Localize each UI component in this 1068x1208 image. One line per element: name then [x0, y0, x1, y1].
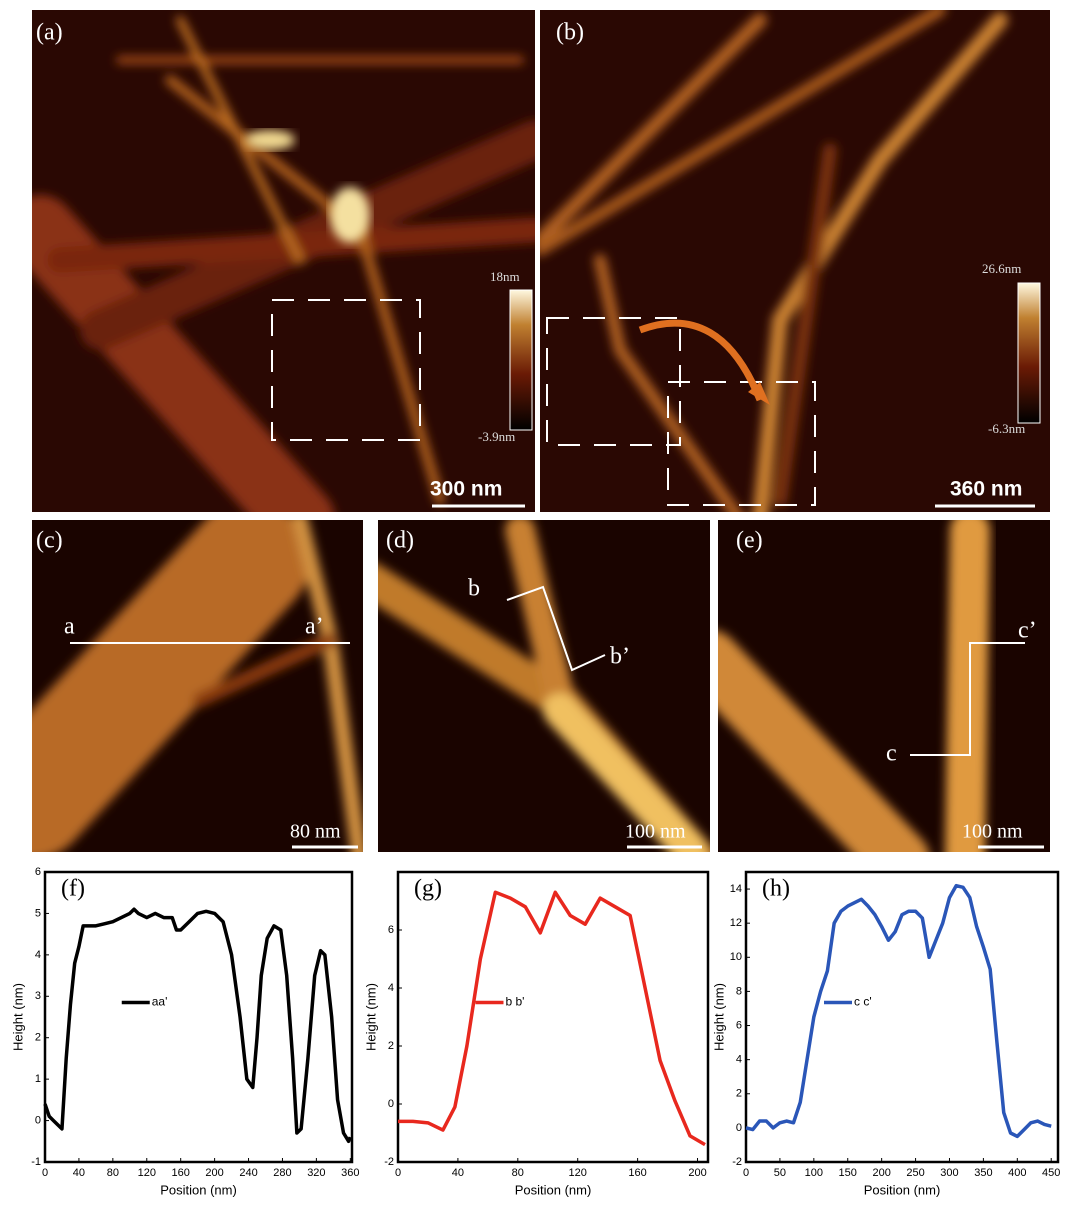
y-tick-label: 6 [736, 1019, 742, 1031]
x-tick-label: 160 [628, 1167, 646, 1179]
scale-bar-label: 300 nm [430, 478, 502, 501]
scale-bar-label: 360 nm [950, 478, 1022, 501]
y-tick-label: 0 [388, 1098, 394, 1110]
x-tick-label: 120 [569, 1167, 587, 1179]
x-tick-label: 40 [73, 1167, 85, 1179]
y-axis-label: Height (nm) [363, 983, 378, 1051]
y-tick-label: 6 [35, 866, 41, 878]
afm-image-a [32, 10, 535, 520]
plot-frame [45, 872, 352, 1162]
x-tick-label: 360 [341, 1167, 359, 1179]
colorbar-max: 18nm [490, 269, 520, 284]
x-tick-label: 240 [239, 1167, 257, 1179]
x-tick-label: 160 [172, 1167, 190, 1179]
line-label: a [64, 614, 75, 640]
legend-label: b b' [506, 995, 525, 1009]
colorbar-max: 26.6nm [982, 261, 1021, 276]
scale-bar-label: 100 nm [625, 821, 686, 843]
x-tick-label: 320 [307, 1167, 325, 1179]
chart-title: (h) [762, 876, 790, 902]
y-tick-label: 8 [736, 985, 742, 997]
data-line [45, 909, 350, 1141]
y-tick-label: 4 [736, 1054, 742, 1066]
x-tick-label: 200 [205, 1167, 223, 1179]
y-tick-label: 0 [736, 1122, 742, 1134]
afm-image-b [540, 10, 1050, 520]
x-tick-label: 350 [974, 1167, 992, 1179]
afm-image-e [710, 520, 1050, 860]
x-axis-label: Position (nm) [160, 1182, 237, 1197]
y-tick-label: -2 [732, 1156, 742, 1168]
chart-title: (f) [61, 876, 85, 902]
x-tick-label: 400 [1008, 1167, 1026, 1179]
line-label: a’ [305, 614, 324, 640]
y-tick-label: -1 [31, 1156, 41, 1168]
data-line [398, 892, 705, 1144]
panel-label: (b) [556, 20, 584, 46]
y-tick-label: -2 [384, 1156, 394, 1168]
y-tick-label: 2 [388, 1040, 394, 1052]
x-tick-label: 250 [906, 1167, 924, 1179]
panel-label: (e) [736, 528, 763, 554]
legend-label: aa' [152, 995, 168, 1009]
x-tick-label: 100 [805, 1167, 823, 1179]
y-tick-label: 4 [35, 949, 41, 961]
y-tick-label: 12 [730, 917, 742, 929]
legend-label: c c' [854, 995, 872, 1009]
x-tick-label: 280 [273, 1167, 291, 1179]
y-tick-label: 14 [730, 883, 742, 895]
data-line [746, 886, 1051, 1137]
x-tick-label: 0 [42, 1167, 48, 1179]
line-label: b’ [610, 644, 630, 670]
scale-bar-label: 100 nm [962, 821, 1023, 843]
y-tick-label: 1 [35, 1073, 41, 1085]
y-tick-label: 6 [388, 924, 394, 936]
x-tick-label: 120 [138, 1167, 156, 1179]
afm-image-d [370, 520, 710, 860]
scale-bar-label: 80 nm [290, 821, 341, 843]
chart-title: (g) [414, 876, 442, 902]
colorbar-min: -6.3nm [988, 421, 1025, 436]
colorbar [1018, 283, 1040, 423]
colorbar [510, 290, 532, 430]
x-axis-label: Position (nm) [864, 1182, 941, 1197]
panel-label: (c) [36, 528, 63, 554]
x-tick-label: 450 [1042, 1167, 1060, 1179]
y-tick-label: 0 [35, 1114, 41, 1126]
x-tick-label: 150 [839, 1167, 857, 1179]
afm-image-c [30, 520, 363, 860]
x-tick-label: 0 [395, 1167, 401, 1179]
plot-frame [398, 872, 708, 1162]
colorbar-min: -3.9nm [478, 429, 515, 444]
y-axis-label: Height (nm) [711, 983, 726, 1051]
panel-label: (a) [36, 20, 63, 46]
x-tick-label: 80 [512, 1167, 524, 1179]
x-tick-label: 50 [774, 1167, 786, 1179]
line-label: c’ [1018, 618, 1037, 644]
y-tick-label: 3 [35, 990, 41, 1002]
y-tick-label: 2 [736, 1088, 742, 1100]
y-tick-label: 2 [35, 1032, 41, 1044]
x-axis-label: Position (nm) [515, 1182, 592, 1197]
x-tick-label: 0 [743, 1167, 749, 1179]
line-label: b [468, 576, 480, 602]
line-label: c [886, 741, 897, 767]
x-tick-label: 80 [107, 1167, 119, 1179]
y-tick-label: 5 [35, 907, 41, 919]
x-tick-label: 300 [940, 1167, 958, 1179]
x-tick-label: 200 [688, 1167, 706, 1179]
y-axis-label: Height (nm) [10, 983, 25, 1051]
y-tick-label: 4 [388, 982, 394, 994]
figure: 18nm -3.9nm 26.6nm -6.3nm (a) (b) (c) (d… [0, 0, 1068, 1203]
x-tick-label: 200 [872, 1167, 890, 1179]
x-tick-label: 40 [452, 1167, 464, 1179]
panel-label: (d) [386, 528, 414, 554]
y-tick-label: 10 [730, 951, 742, 963]
